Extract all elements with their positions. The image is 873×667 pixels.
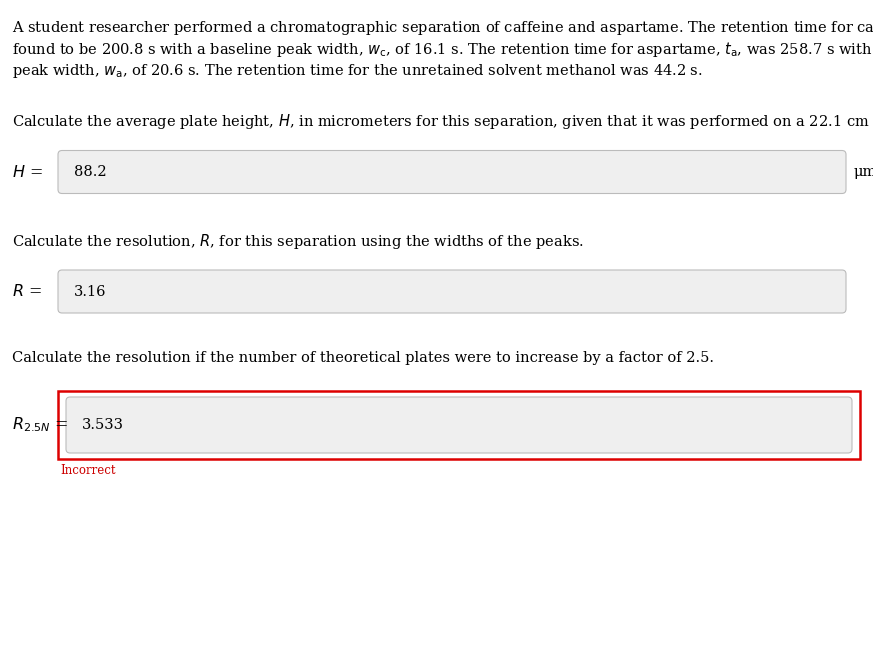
- Text: 3.16: 3.16: [74, 285, 107, 299]
- FancyBboxPatch shape: [58, 391, 860, 459]
- Text: μm: μm: [854, 165, 873, 179]
- Text: $R_{2.5N}$ =: $R_{2.5N}$ =: [12, 416, 69, 434]
- Text: $R$ =: $R$ =: [12, 283, 42, 300]
- Text: A student researcher performed a chromatographic separation of caffeine and aspa: A student researcher performed a chromat…: [12, 18, 873, 37]
- Text: 88.2: 88.2: [74, 165, 107, 179]
- FancyBboxPatch shape: [58, 151, 846, 193]
- Text: Incorrect: Incorrect: [60, 464, 115, 477]
- Text: Calculate the resolution, $R$, for this separation using the widths of the peaks: Calculate the resolution, $R$, for this …: [12, 231, 584, 251]
- FancyBboxPatch shape: [58, 270, 846, 313]
- Text: Calculate the average plate height, $H$, in micrometers for this separation, giv: Calculate the average plate height, $H$,…: [12, 112, 873, 131]
- Text: 3.533: 3.533: [82, 418, 124, 432]
- Text: found to be 200.8 s with a baseline peak width, $w_\mathrm{c}$, of 16.1 s. The r: found to be 200.8 s with a baseline peak…: [12, 40, 873, 59]
- Text: peak width, $w_\mathrm{a}$, of 20.6 s. The retention time for the unretained sol: peak width, $w_\mathrm{a}$, of 20.6 s. T…: [12, 62, 703, 80]
- Text: Calculate the resolution if the number of theoretical plates were to increase by: Calculate the resolution if the number o…: [12, 351, 714, 365]
- Text: $H$ =: $H$ =: [12, 163, 43, 181]
- FancyBboxPatch shape: [66, 397, 852, 453]
